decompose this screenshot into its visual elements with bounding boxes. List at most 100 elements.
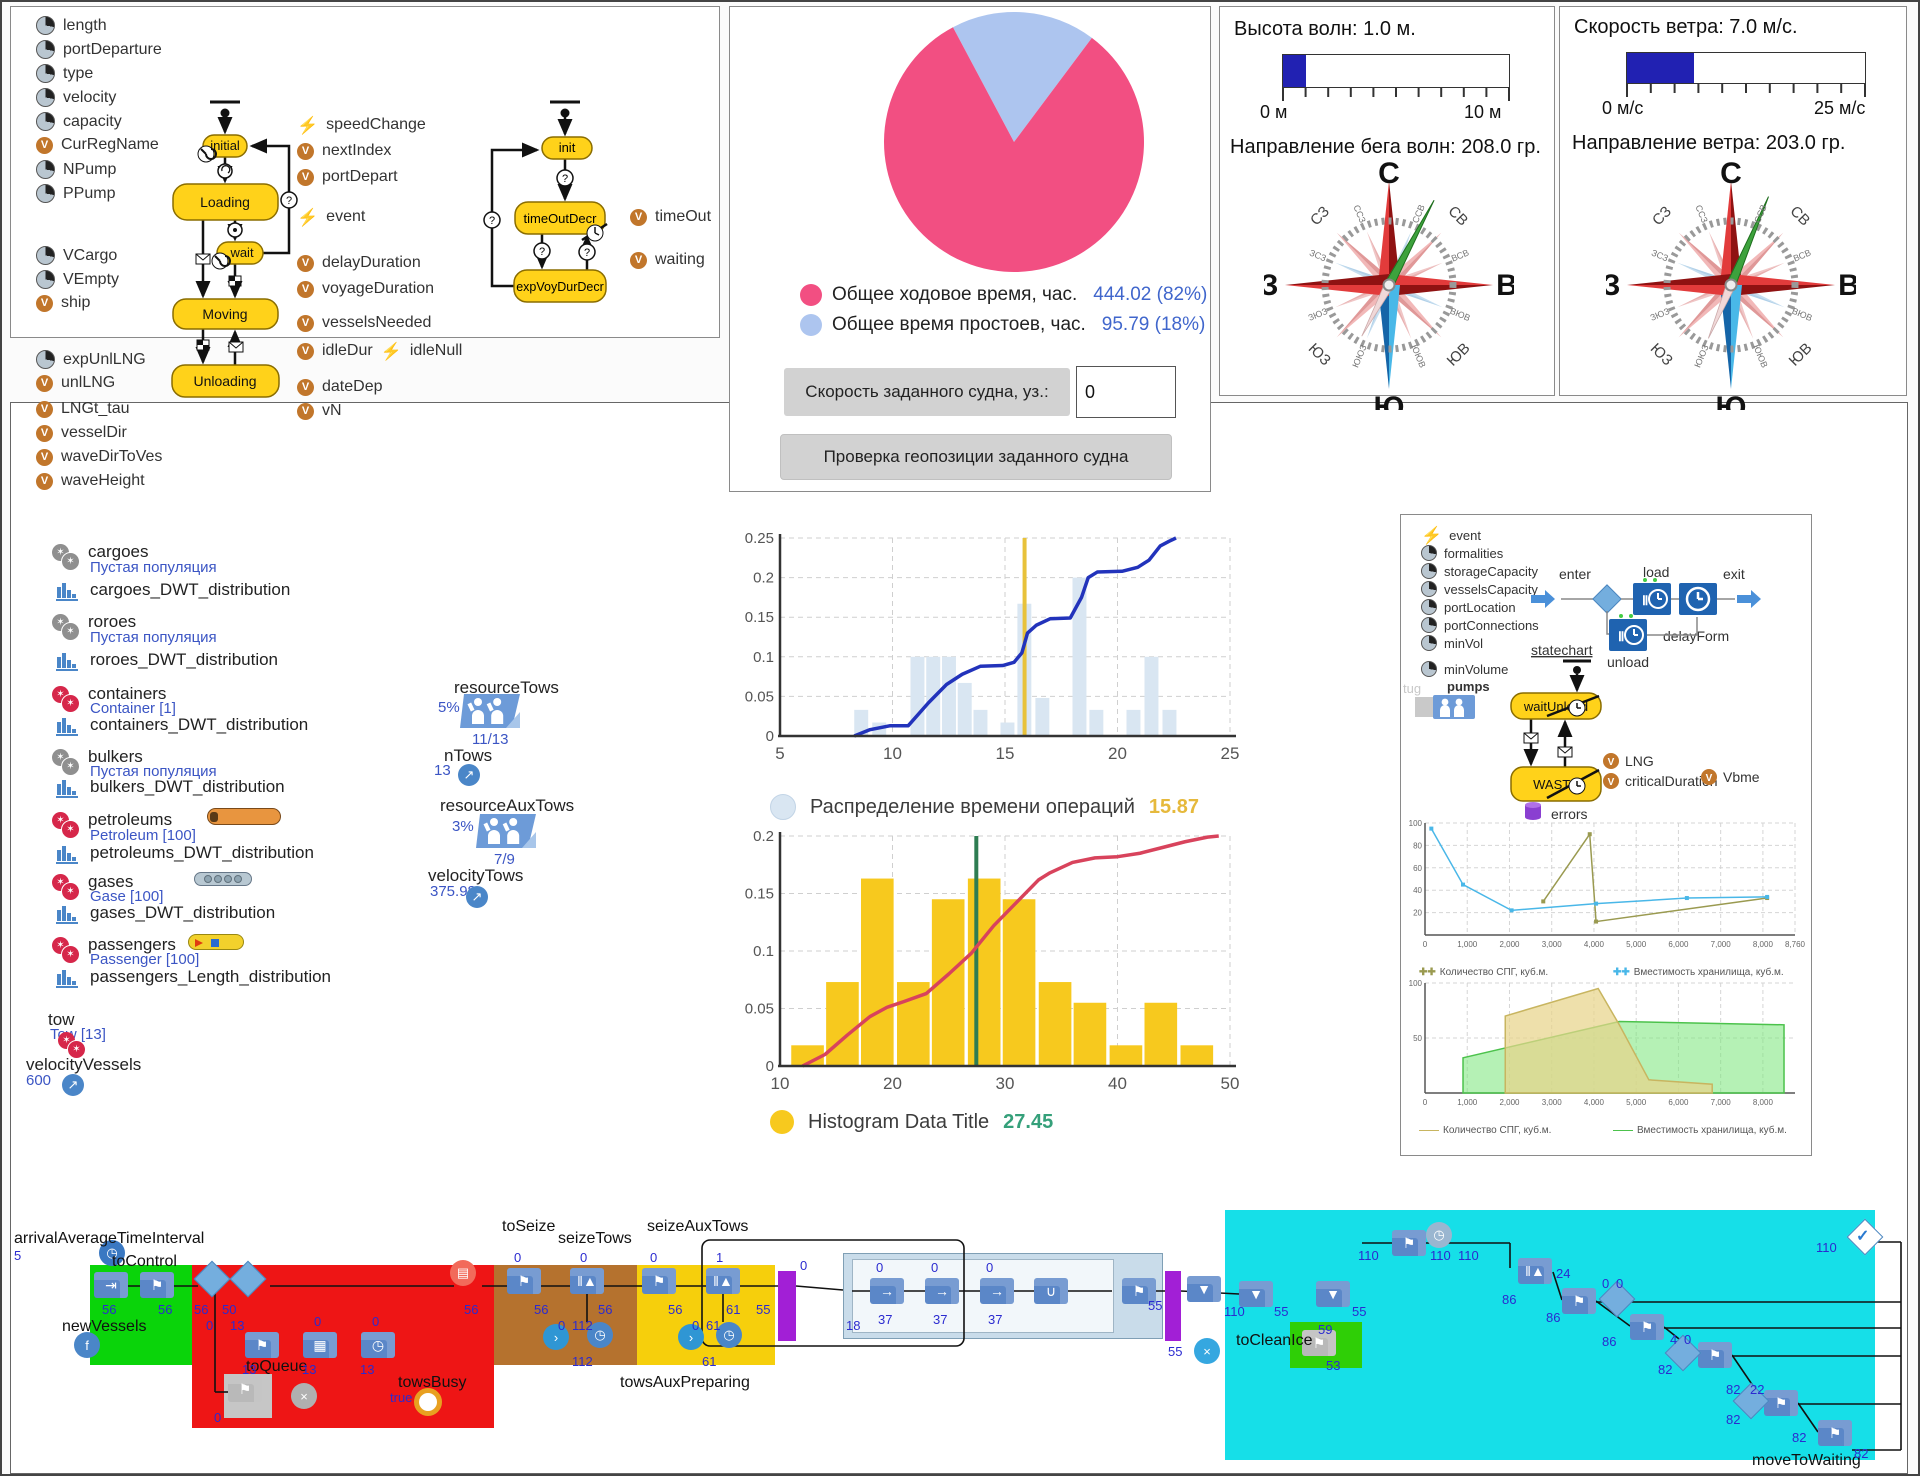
port-var-label: portConnections bbox=[1444, 617, 1539, 633]
wind-speed-title: Скорость ветра: 7.0 м/с. bbox=[1574, 16, 1798, 38]
flow-count: 86 bbox=[1502, 1292, 1517, 1307]
flow-label-toSeize: toSeize bbox=[502, 1218, 556, 1235]
flow-count: 22 bbox=[1750, 1382, 1765, 1397]
svg-text:40: 40 bbox=[1108, 1074, 1127, 1093]
svg-text:СЗ: СЗ bbox=[1307, 203, 1333, 229]
flow-count: 37 bbox=[878, 1312, 893, 1327]
svg-text:ССЗ: ССЗ bbox=[1693, 203, 1709, 224]
bar-chart-icon bbox=[56, 653, 78, 671]
flow-block: ⚑ bbox=[1630, 1314, 1664, 1340]
wind-slider-fill bbox=[1627, 53, 1694, 83]
population-distribution: roroes_DWT_distribution bbox=[90, 650, 279, 669]
flow-label-toQueue: toQueue bbox=[246, 1358, 308, 1375]
svg-text:7,000: 7,000 bbox=[1711, 1098, 1732, 1107]
wind-slider-ticks bbox=[1626, 84, 1866, 97]
parameter-icon bbox=[1421, 661, 1437, 677]
flow-block: ‖▲ bbox=[706, 1268, 740, 1294]
legend-text: Количество СПГ, куб.м. bbox=[1439, 967, 1549, 978]
svg-text:В: В bbox=[1838, 269, 1856, 302]
legend-text: Вместимость хранилища, куб.м. bbox=[1637, 1125, 1787, 1136]
flow-count: 56 bbox=[158, 1302, 173, 1317]
model-var-label: LNGt_tau bbox=[61, 400, 130, 417]
variable-icon: V bbox=[297, 378, 314, 396]
svg-text:?: ? bbox=[539, 246, 545, 258]
model-var-label: VCargo bbox=[63, 246, 118, 264]
parameter-icon bbox=[36, 64, 55, 83]
svg-text:Ю: Ю bbox=[1374, 391, 1405, 410]
flow-circle: × bbox=[1194, 1338, 1220, 1364]
population-name-passengers: passengers bbox=[88, 935, 176, 954]
wind-speed-slider[interactable] bbox=[1626, 52, 1866, 84]
population-name-cargoes: cargoes bbox=[88, 542, 149, 561]
flow-count: 112 bbox=[572, 1354, 593, 1369]
flow-count: 61 bbox=[702, 1354, 717, 1369]
vessel-statechart: ? initial Loading wait Moving Unloading bbox=[171, 100, 298, 398]
tug-ghost-label: tug bbox=[1403, 681, 1422, 696]
histogram-bar bbox=[1144, 1002, 1178, 1066]
resource-pool-icon bbox=[476, 814, 536, 848]
model-var-event: ⚡ event bbox=[297, 208, 365, 226]
model-var-label: PPump bbox=[63, 184, 116, 202]
svg-text:8,000: 8,000 bbox=[1753, 940, 1774, 949]
port-var-label: vesselsCapacity bbox=[1444, 581, 1538, 597]
svg-text:?: ? bbox=[562, 173, 568, 185]
svg-text:6,000: 6,000 bbox=[1668, 940, 1689, 949]
flow-circle: × bbox=[291, 1383, 317, 1409]
parameter-icon bbox=[1421, 599, 1437, 615]
bar-chart-icon bbox=[56, 718, 78, 736]
population-distribution: gases_DWT_distribution bbox=[90, 903, 276, 922]
population-distribution: containers_DWT_distribution bbox=[90, 715, 309, 734]
speed-input[interactable] bbox=[1076, 366, 1176, 418]
clock-variable-icon: ↗ bbox=[466, 886, 488, 908]
svg-text:0: 0 bbox=[1423, 940, 1428, 949]
bar-chart-icon bbox=[56, 846, 78, 864]
resource-aux-tows-label: resourceAuxTows bbox=[440, 796, 575, 815]
flow-count: 61 bbox=[706, 1318, 721, 1333]
flow-count: 0 bbox=[314, 1314, 322, 1329]
lng-area-chart: 50 100 0 1,000 2,000 3,000 4,000 5,000 6,000 7,00… bbox=[1409, 979, 1795, 1107]
chart-legend-item: ✚✚ Количество СПГ, куб.м. bbox=[1419, 967, 1548, 978]
flow-block: ⚑ bbox=[1302, 1330, 1336, 1356]
svg-text:ВСВ: ВСВ bbox=[1450, 247, 1471, 263]
histogram-bar bbox=[957, 682, 972, 736]
svg-text:ВЮВ: ВЮВ bbox=[1790, 306, 1813, 323]
histogram-bar bbox=[967, 878, 1001, 1066]
flow-region bbox=[778, 1271, 796, 1341]
svg-text:0.05: 0.05 bbox=[745, 688, 774, 705]
variable-icon: V bbox=[36, 294, 53, 312]
flow-label-moveToWaiting: moveToWaiting bbox=[1752, 1452, 1861, 1469]
port-var-portConnections: portConnections bbox=[1421, 617, 1539, 633]
flow-count: 0 bbox=[580, 1250, 588, 1265]
svg-text:З: З bbox=[1606, 269, 1620, 302]
svg-text:25: 25 bbox=[1221, 744, 1240, 763]
model-var-type: type bbox=[36, 64, 93, 83]
gas-carrier-ship-icon bbox=[194, 872, 252, 886]
population-status: Пустая популяция bbox=[90, 559, 217, 576]
svg-text:15: 15 bbox=[996, 744, 1015, 763]
histogram-data-chart: 0 0.05 0.1 0.15 0.2 10 20 30 40 50 bbox=[745, 828, 1240, 1093]
svg-text:1,000: 1,000 bbox=[1457, 940, 1478, 949]
check-icon: ✓ bbox=[1856, 1228, 1870, 1245]
flow-count: 56 bbox=[464, 1302, 479, 1317]
flow-count: 13 bbox=[302, 1362, 317, 1377]
parameter-icon bbox=[1421, 617, 1437, 633]
svg-text:V: V bbox=[1608, 777, 1615, 788]
svg-text:СВ: СВ bbox=[1787, 203, 1814, 230]
hist2-legend: Histogram Data Title 27.45 bbox=[770, 1110, 1053, 1134]
svg-text:СВ: СВ bbox=[1445, 203, 1472, 230]
model-var-label: dateDep bbox=[322, 378, 383, 395]
wave-scale-max: 10 м bbox=[1464, 102, 1502, 122]
svg-text:errors: errors bbox=[1551, 806, 1588, 822]
geo-check-button[interactable]: Проверка геопозиции заданного судна bbox=[780, 434, 1172, 480]
flow-region bbox=[1165, 1271, 1181, 1341]
flow-count: 37 bbox=[988, 1312, 1003, 1327]
port-var-label: minVol bbox=[1444, 635, 1484, 651]
wave-height-slider[interactable] bbox=[1282, 54, 1510, 88]
parameter-icon bbox=[1421, 545, 1437, 561]
flow-count: 55 bbox=[1274, 1304, 1289, 1319]
model-var-LNGt_tau: V LNGt_tau bbox=[36, 400, 129, 418]
event-icon: ⚡ bbox=[380, 341, 402, 361]
